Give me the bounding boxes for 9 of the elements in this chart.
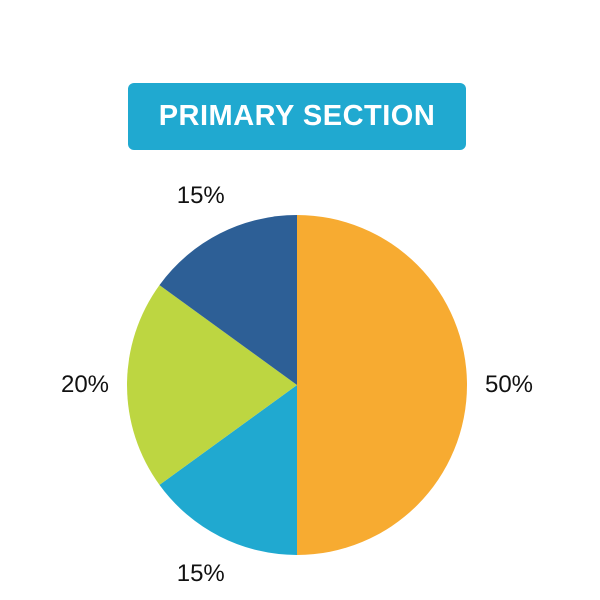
data-label: 50% bbox=[484, 371, 534, 398]
data-label: 20% bbox=[60, 371, 110, 398]
pie-slice bbox=[159, 215, 297, 385]
pie-slice bbox=[297, 215, 467, 555]
data-label: 15% bbox=[176, 182, 225, 210]
chart-title: PRIMARY SECTION bbox=[128, 83, 466, 150]
pie-slice bbox=[159, 385, 297, 555]
data-label: 15% bbox=[176, 560, 225, 587]
pie-slice bbox=[127, 285, 297, 485]
